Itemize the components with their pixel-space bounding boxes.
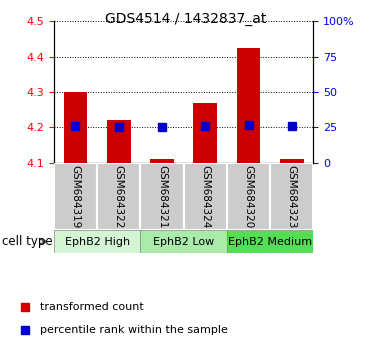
Text: GDS4514 / 1432837_at: GDS4514 / 1432837_at — [105, 12, 266, 27]
Text: GSM684323: GSM684323 — [287, 165, 297, 228]
Bar — [63, 92, 87, 163]
Bar — [270, 163, 313, 230]
Text: GSM684321: GSM684321 — [157, 165, 167, 228]
Bar — [54, 230, 140, 253]
Bar — [193, 103, 217, 163]
Text: GSM684320: GSM684320 — [244, 165, 253, 228]
Bar — [54, 163, 97, 230]
Text: GSM684319: GSM684319 — [70, 165, 81, 228]
Bar — [227, 163, 270, 230]
Bar — [97, 163, 140, 230]
Bar — [150, 159, 174, 163]
Text: transformed count: transformed count — [40, 302, 144, 312]
Text: EphB2 Low: EphB2 Low — [153, 236, 214, 247]
Text: EphB2 High: EphB2 High — [65, 236, 129, 247]
Bar — [237, 48, 260, 163]
Bar — [140, 163, 184, 230]
Bar — [280, 159, 304, 163]
Bar — [140, 230, 227, 253]
Text: cell type: cell type — [2, 235, 52, 248]
Text: EphB2 Medium: EphB2 Medium — [228, 236, 312, 247]
Text: percentile rank within the sample: percentile rank within the sample — [40, 325, 228, 335]
Bar — [227, 230, 313, 253]
Bar — [184, 163, 227, 230]
Text: GSM684324: GSM684324 — [200, 165, 210, 228]
Text: GSM684322: GSM684322 — [114, 165, 124, 228]
Bar — [107, 120, 131, 163]
